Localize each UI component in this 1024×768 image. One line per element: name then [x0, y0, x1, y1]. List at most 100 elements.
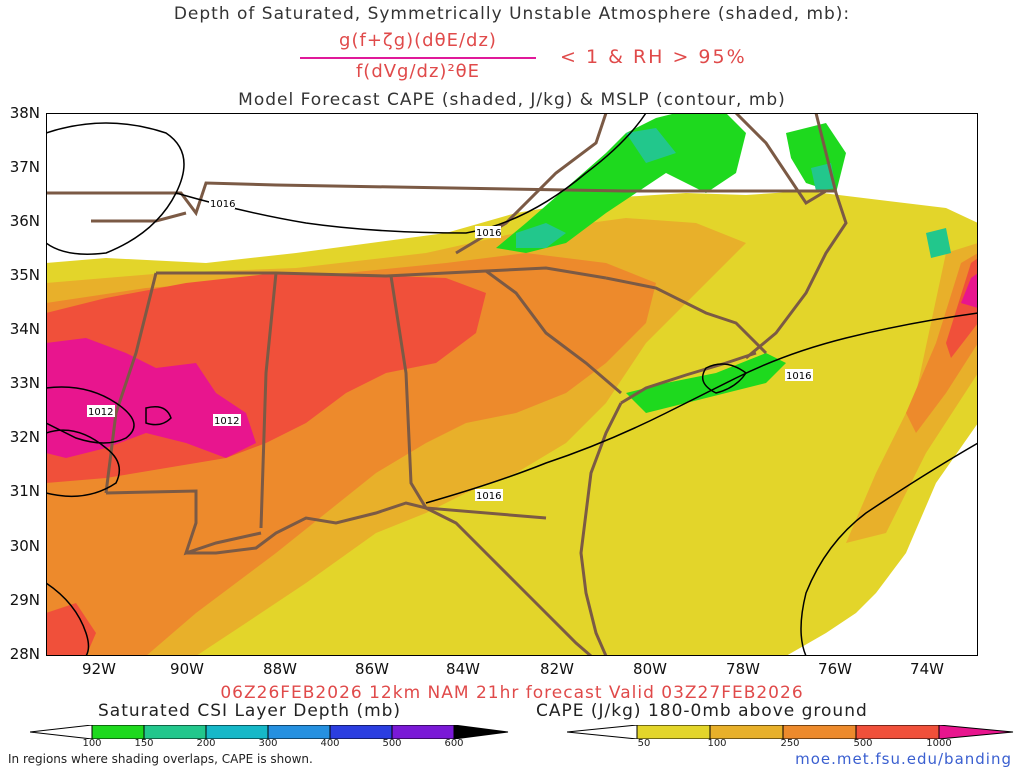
- isobar-label: 1016: [476, 228, 501, 239]
- isobars: [45, 112, 979, 657]
- csi-colorbar-title: Saturated CSI Layer Depth (mb): [98, 701, 402, 721]
- formula-condition: < 1 & RH > 95%: [560, 46, 747, 68]
- cape-250-east: [906, 253, 978, 433]
- lon-label-82w: 82W: [540, 660, 574, 678]
- title-line-1: Depth of Saturated, Symmetrically Unstab…: [173, 4, 851, 24]
- tn-ms-al-border: [156, 266, 607, 280]
- sc-ga-coast: [620, 351, 757, 405]
- isobar-label: 1016: [210, 199, 235, 210]
- csi-bar-segment: [91, 725, 145, 739]
- csi-bar-segment: [143, 725, 207, 739]
- isobar-label-box: [209, 197, 235, 209]
- lon-label-76w: 76W: [818, 660, 852, 678]
- lat-label-31n: 31N: [9, 482, 40, 500]
- csi-bar-segment: [267, 725, 331, 739]
- lat-label-34n: 34N: [9, 320, 40, 338]
- isobar-label-box: [475, 489, 503, 501]
- isobar-1016-east: [425, 312, 979, 504]
- lon-label-92w: 92W: [82, 660, 116, 678]
- formula-numerator: g(f+ζg)(dθE/dz): [339, 30, 497, 51]
- isobar-label-box: [213, 414, 241, 426]
- source-link[interactable]: moe.met.fsu.edu/banding: [795, 750, 1012, 768]
- cape-bar-segment: [855, 725, 940, 739]
- lat-label-36n: 36N: [9, 212, 40, 230]
- cape-colorbar-title: CAPE (J/kg) 180-0mb above ground: [536, 701, 868, 721]
- csi-200-north: [516, 223, 566, 248]
- cape-shading: [46, 191, 978, 656]
- lon-label-80w: 80W: [633, 660, 667, 678]
- csi-200-far-east: [926, 228, 951, 258]
- formula-denominator: f(dVg/dz)²θE: [355, 61, 481, 82]
- isobar-1016-se: [800, 442, 979, 657]
- isobar-label-box: [87, 405, 115, 417]
- lon-label-88w: 88W: [263, 660, 297, 678]
- csi-bar-arrow-left: [30, 725, 93, 739]
- csi-tick: 500: [382, 738, 402, 749]
- csi-tick: 600: [444, 738, 464, 749]
- ms-al-border: [259, 272, 278, 529]
- lat-label-37n: 37N: [9, 158, 40, 176]
- csi-tick: 100: [82, 738, 102, 749]
- lat-label-30n: 30N: [9, 537, 40, 555]
- lat-label-35n: 35N: [9, 266, 40, 284]
- cape-bar-segment: [709, 725, 784, 739]
- isobar-1016-mid: [175, 112, 647, 234]
- cape-bar-segment: [782, 725, 857, 739]
- csi-bar-segment: [391, 725, 455, 739]
- isobar-label-box: [785, 369, 813, 381]
- lat-label-33n: 33N: [9, 374, 40, 392]
- isobar-1016-coastal: [701, 363, 747, 394]
- ky-tn-border: [46, 181, 836, 217]
- lon-label-74w: 74W: [910, 660, 944, 678]
- csi-tick: 400: [320, 738, 340, 749]
- cape-colorbar: [567, 725, 1014, 739]
- csi-bar-segment: [329, 725, 393, 739]
- cape-tick: 50: [637, 738, 651, 749]
- forecast-map: 1016 1016 1012 1012 1016 1016: [45, 111, 979, 658]
- lon-label-78w: 78W: [726, 660, 760, 678]
- isobar-1016-south: [45, 429, 121, 498]
- lon-label-90w: 90W: [170, 660, 204, 678]
- nc-sc-border: [605, 276, 768, 355]
- fl-atlantic: [579, 402, 623, 657]
- csi-bar-segment: [205, 725, 269, 739]
- isobar-1012-lobe: [145, 406, 172, 426]
- csi-tick: 200: [196, 738, 216, 749]
- gulf-coast: [186, 501, 427, 555]
- isobar-1012-west: [45, 386, 135, 444]
- csi-bar-arrow-right: [453, 725, 509, 739]
- lat-label-29n: 29N: [9, 591, 40, 609]
- isobar-label: 1016: [476, 491, 501, 502]
- isobar-label: 1012: [214, 416, 239, 427]
- al-ga-border: [389, 275, 547, 520]
- cape-bar-arrow-right: [938, 725, 1014, 739]
- isobar-label: 1012: [88, 407, 113, 418]
- csi-200-north-b: [626, 128, 676, 163]
- map-frame: [46, 113, 978, 656]
- cape-500-gulf: [46, 603, 96, 656]
- fl-coast: [425, 506, 592, 658]
- lat-label-28n: 28N: [9, 645, 40, 663]
- csi-colorbar: [30, 725, 509, 739]
- title-line-2: Model Forecast CAPE (shaded, J/kg) & MSL…: [238, 90, 786, 110]
- lat-label-32n: 32N: [9, 428, 40, 446]
- csi-tick: 300: [258, 738, 278, 749]
- nc-coast: [745, 112, 848, 360]
- geographic-borders: [46, 111, 848, 658]
- la-ms-border: [105, 489, 262, 556]
- ga-sc-border: [485, 269, 622, 395]
- lon-label-84w: 84W: [446, 660, 480, 678]
- isobar-label: 1016: [786, 371, 811, 382]
- cape-tick: 250: [780, 738, 800, 749]
- map-svg: 1016 1016 1012 1012 1016 1016: [45, 111, 979, 658]
- isobar-labels: 1016 1016 1012 1012 1016 1016: [87, 197, 813, 502]
- cape-1000-east: [961, 273, 978, 308]
- cape-tick: 100: [707, 738, 727, 749]
- csi-100-coast: [626, 353, 786, 413]
- lat-label-38n: 38N: [9, 104, 40, 122]
- cape-1000-region: [46, 338, 256, 458]
- isobar-label-box: [475, 226, 501, 238]
- lon-label-86w: 86W: [355, 660, 389, 678]
- formula-bar: [300, 57, 536, 59]
- csi-tick: 150: [134, 738, 154, 749]
